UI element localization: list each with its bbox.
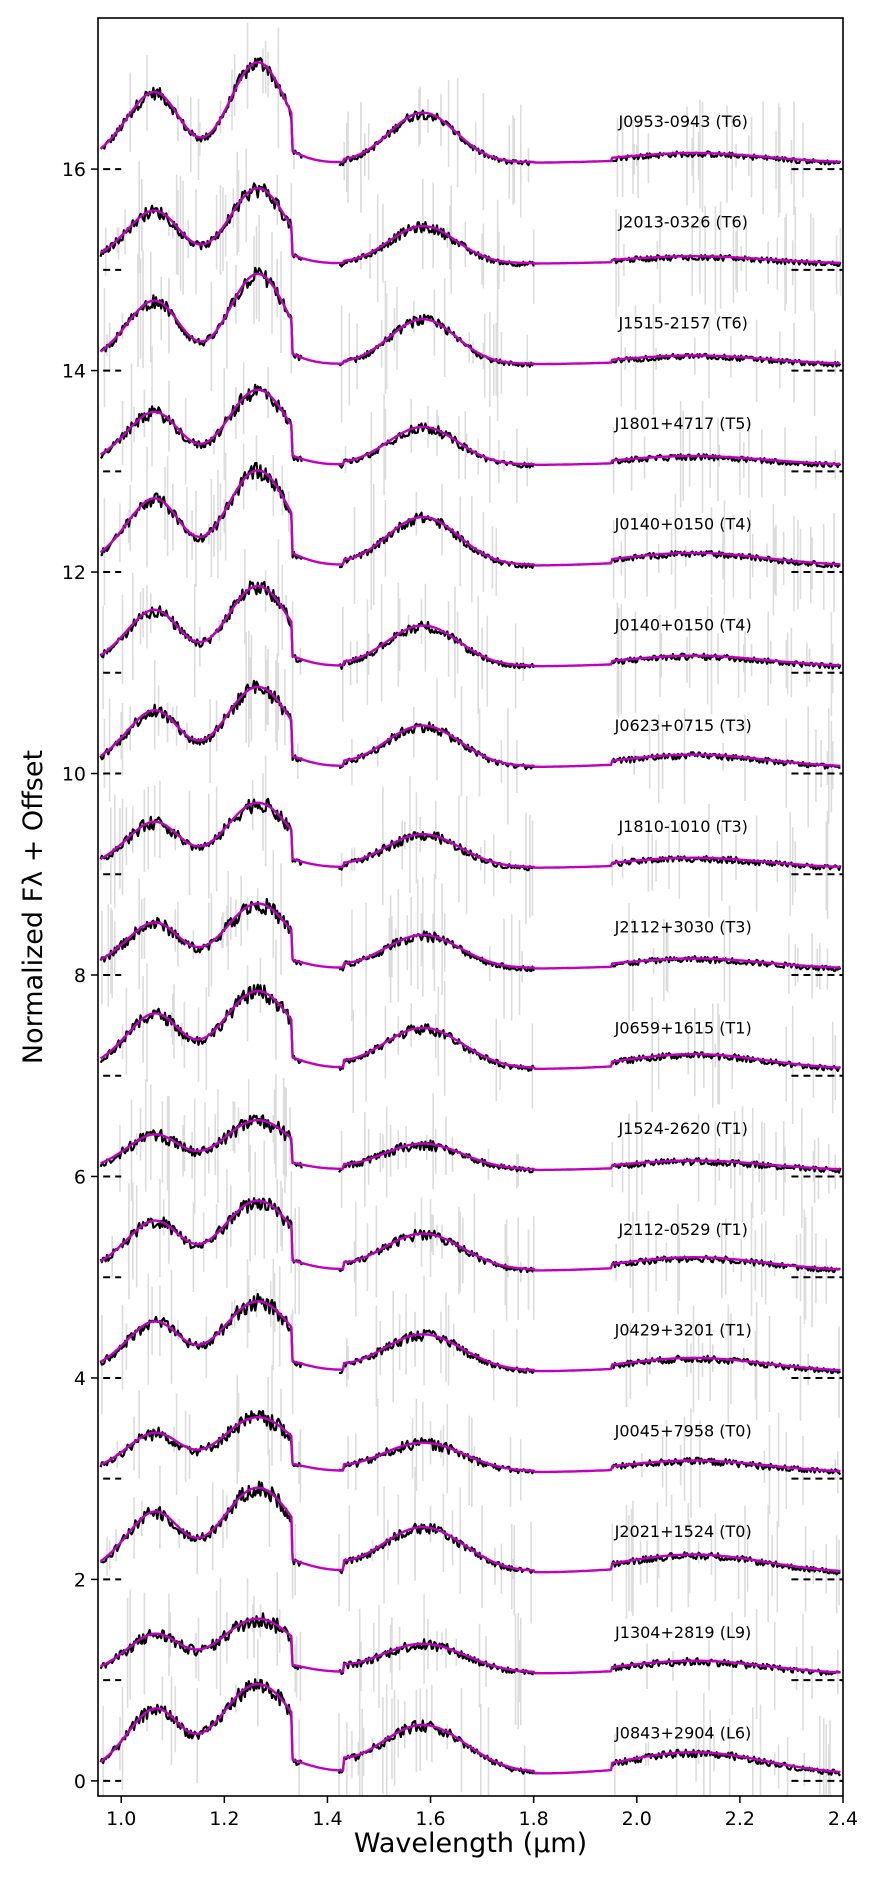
x-tick-label: 1.0 [106,1808,136,1830]
model-spectrum-line [99,61,841,164]
spectrum-label: J1304+2819 (L9) [614,1623,751,1642]
uncertainty-band [116,1364,839,1527]
axes: 1.0 1.2 1.4 1.6 1.8 2.0 2.2 2.4 0 2 4 6 8 10 12 14 16 Wav… [18,17,858,1859]
x-axis-title: Wavelength (μm) [354,1828,587,1859]
x-tick-label: 2.0 [622,1808,652,1830]
spectrum-label: J2112-0529 (T1) [617,1220,747,1239]
y-tick-label: 0 [74,1771,86,1793]
model-spectrum-line [100,1416,841,1474]
plot-frame [97,17,844,1797]
model-spectrum-line [100,1300,841,1373]
model-spectrum-line [100,1617,841,1675]
spectrum-label: J1801+4717 (T5) [614,414,752,433]
model-spectrum-line [99,469,841,567]
spectrum-label: J1515-2157 (T6) [617,313,747,332]
model-spectrum-line [100,1118,841,1172]
y-tick-label: 10 [62,764,86,786]
model-spectrum-line [99,989,841,1070]
spectrum-label: J0843+2904 (L6) [614,1724,751,1743]
x-tick-label: 1.8 [519,1808,549,1830]
model-spectrum-line [99,388,841,466]
y-tick-label: 8 [74,965,86,987]
spectrum-labels-layer: J0953-0943 (T6) J2013-0326 (T6) J1515-2157… [614,112,752,1743]
model-spectrum-line [99,584,841,668]
model-spectra-layer [99,61,841,1775]
spectrum-label: J0623+0715 (T3) [614,716,752,735]
y-tick-label: 14 [62,361,86,383]
model-spectrum-line [99,1682,841,1775]
model-spectrum-line [99,1486,841,1574]
y-tick-label: 12 [62,562,86,584]
x-tick-label: 1.2 [209,1808,239,1830]
y-tick-label: 4 [74,1368,86,1390]
model-spectrum-line [99,685,841,768]
model-spectrum-line [100,801,841,869]
model-spectrum-line [100,902,841,970]
model-spectrum-line [99,187,841,265]
y-tick-label: 6 [74,1166,86,1188]
uncertainty-band [101,850,829,1024]
spectrum-label: J2112+3030 (T3) [614,918,752,937]
x-tick-label: 2.2 [725,1808,755,1830]
spectrum-label: J0659+1615 (T1) [614,1018,752,1037]
spectrum-label: J2013-0326 (T6) [617,213,747,232]
y-tick-label: 2 [74,1569,86,1591]
spectrum-label: J0953-0943 (T6) [617,112,747,131]
spectrum-label: J2021+1524 (T0) [614,1522,752,1541]
offset-markers-layer [103,168,843,1782]
spectrum-label: J1810-1010 (T3) [617,817,747,836]
y-tick-label: 16 [62,159,86,181]
spectrum-label: J0429+3201 (T1) [614,1321,752,1340]
spectrum-label: J0140+0150 (T4) [614,615,752,634]
model-spectrum-line [99,272,841,366]
y-axis-title: Normalized Fλ + Offset [18,750,49,1064]
model-spectrum-line [100,1199,841,1272]
x-tick-label: 1.4 [312,1808,342,1830]
spectrum-label: J0140+0150 (T4) [614,515,752,534]
spectrum-label: J0045+7958 (T0) [614,1421,752,1440]
spectrum-label: J1524-2620 (T1) [617,1119,747,1138]
x-tick-label: 1.6 [415,1808,445,1830]
x-tick-label: 2.4 [828,1808,858,1830]
